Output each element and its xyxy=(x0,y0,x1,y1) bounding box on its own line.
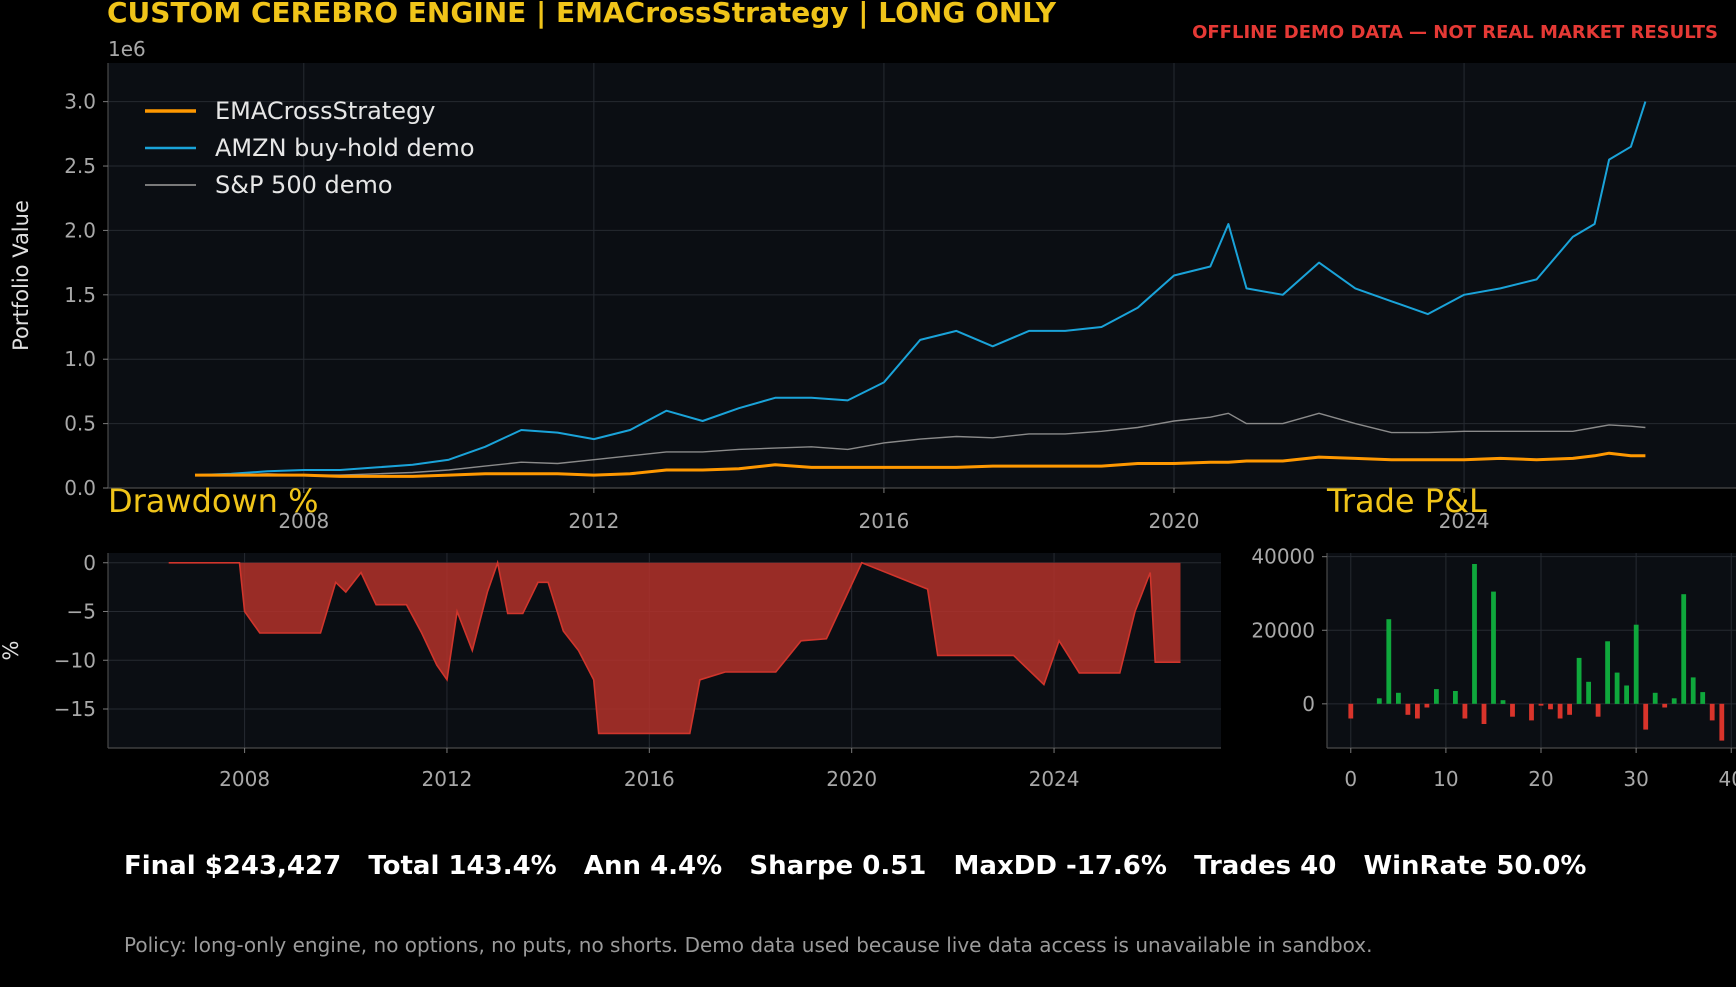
x-tick-label: 2012 xyxy=(568,509,619,533)
pnl-bar xyxy=(1567,703,1572,715)
pnl-bar xyxy=(1405,703,1411,715)
demo-data-warning: OFFLINE DEMO DATA — NOT REAL MARKET RESU… xyxy=(1192,22,1718,43)
trade-pnl-chart: 0 10 20 30 40 0 20000 40000 Trade P&L xyxy=(1251,482,1736,791)
pnl-bar xyxy=(1586,681,1591,704)
y-tick-label: −15 xyxy=(54,697,96,721)
x-tick-label: 2024 xyxy=(1029,767,1080,791)
y-tick-label: 2.0 xyxy=(64,218,96,242)
y-tick-label: 1.5 xyxy=(64,283,96,307)
y-tick-label: 3.0 xyxy=(64,90,96,114)
pnl-bar xyxy=(1624,685,1629,704)
x-tick-label: 30 xyxy=(1623,767,1648,791)
pnl-bar xyxy=(1576,657,1582,704)
trade-pnl-title: Trade P&L xyxy=(1326,482,1487,520)
pnl-bar xyxy=(1719,703,1725,741)
pnl-bar xyxy=(1529,703,1534,721)
pnl-bar xyxy=(1491,591,1496,704)
pnl-bar xyxy=(1453,691,1458,704)
legend: EMACrossStrategy AMZN buy-hold demo S&P 50… xyxy=(145,97,475,199)
y-tick-label: 0 xyxy=(1302,692,1315,716)
y-tick-label: 0 xyxy=(83,551,96,575)
pnl-bar xyxy=(1481,703,1487,724)
series-line-strategy xyxy=(195,451,1646,478)
drawdown-chart: 2008 2012 2016 2020 2024 0 −5 −10 −15 Drawdown %% xyxy=(0,482,1221,791)
x-tick-label: 0 xyxy=(1344,767,1357,791)
y-tick-label: −5 xyxy=(67,600,96,624)
x-tick-label: 2012 xyxy=(422,767,473,791)
drawdown-title: Drawdown % xyxy=(108,482,319,520)
pnl-bar xyxy=(1415,703,1420,719)
x-tick-label: 10 xyxy=(1433,767,1458,791)
legend-label: AMZN buy-hold demo xyxy=(215,134,475,162)
y-axis-label: Portfolio Value xyxy=(9,200,33,351)
portfolio-value-chart: 2008 2012 2016 2020 2024 0.0 0.5 1.0 1.5 2.0 2.5 3.… xyxy=(9,37,1736,533)
x-tick-label: 2020 xyxy=(1149,509,1200,533)
policy-note: Policy: long-only engine, no options, no… xyxy=(124,933,1372,957)
pnl-bar xyxy=(1510,703,1515,717)
y-tick-label: 40000 xyxy=(1251,545,1315,569)
plot-area xyxy=(108,63,1736,488)
y-tick-label: 0.5 xyxy=(64,412,96,436)
pnl-bar xyxy=(1548,703,1553,710)
pnl-bar xyxy=(1681,594,1687,704)
x-tick-label: 2016 xyxy=(624,767,675,791)
drawdown-y-axis-label: % xyxy=(0,641,23,661)
x-tick-label: 2020 xyxy=(826,767,877,791)
x-tick-label: 2024 xyxy=(1439,509,1490,533)
drawdown-line xyxy=(168,559,1181,735)
pnl-bar xyxy=(1557,703,1563,719)
x-tick-label: 2008 xyxy=(278,509,329,533)
y-tick-label: 20000 xyxy=(1251,618,1315,642)
pnl-bar xyxy=(1709,703,1715,721)
y-tick-label: −10 xyxy=(54,648,96,672)
x-tick-label: 40 xyxy=(1719,767,1736,791)
pnl-bar xyxy=(1500,700,1506,704)
pnl-bar xyxy=(1595,703,1601,717)
legend-label: EMACrossStrategy xyxy=(215,97,436,125)
y-offset-label: 1e6 xyxy=(108,37,146,61)
pnl-bar xyxy=(1472,564,1477,704)
pnl-bar xyxy=(1376,698,1382,704)
pnl-bar xyxy=(1605,641,1610,704)
y-tick-label: 2.5 xyxy=(64,154,96,178)
x-tick-label: 2016 xyxy=(858,509,909,533)
pnl-bar xyxy=(1538,703,1544,706)
page-title: CUSTOM CEREBRO ENGINE | EMACrossStrategy… xyxy=(107,0,1057,29)
x-tick-label: 2008 xyxy=(219,767,270,791)
pnl-bar xyxy=(1633,624,1639,704)
pnl-bar xyxy=(1652,692,1658,704)
pnl-bar xyxy=(1434,689,1439,704)
drawdown-area xyxy=(168,562,1181,734)
pnl-bar xyxy=(1662,703,1668,708)
y-tick-label: 0.0 xyxy=(64,476,96,500)
x-tick-label: 20 xyxy=(1528,767,1553,791)
series-line-amzn xyxy=(194,101,1647,477)
pnl-bar xyxy=(1424,703,1430,708)
legend-label: S&P 500 demo xyxy=(215,171,393,199)
pnl-bar xyxy=(1700,692,1706,704)
performance-stats: Final $243,427 Total 143.4% Ann 4.4% Sha… xyxy=(124,851,1586,881)
y-tick-label: 1.0 xyxy=(64,347,96,371)
pnl-bar xyxy=(1396,692,1401,704)
pnl-bar xyxy=(1643,703,1649,730)
pnl-bar xyxy=(1348,703,1354,719)
pnl-bar xyxy=(1462,703,1468,719)
pnl-bar xyxy=(1614,672,1620,704)
pnl-bar xyxy=(1386,619,1392,704)
pnl-bar xyxy=(1671,698,1677,704)
series-line-sp500 xyxy=(195,412,1646,476)
pnl-bar xyxy=(1690,677,1696,704)
